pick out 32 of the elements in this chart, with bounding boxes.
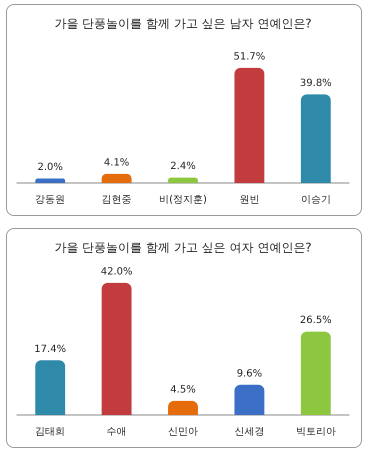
x-tick-label: 수애 [106,426,127,438]
bar [300,94,331,183]
x-tick-label: 비(정지훈) [159,194,207,206]
bar [168,178,198,183]
data-label: 2.4% [170,161,196,172]
data-label: 4.1% [104,157,130,168]
chart-title: 가을 단풍놀이를 함께 가고 싶은 남자 연예인은? [54,16,312,30]
data-label: 17.4% [34,344,66,355]
x-tick-label: 신세경 [234,426,264,438]
x-tick-label: 원빈 [239,194,260,206]
x-tick-label: 강동원 [35,194,66,206]
data-label: 4.5% [170,384,196,396]
x-tick-label: 김태희 [35,426,66,438]
bar [35,178,66,183]
bar [168,400,198,415]
x-tick-label: 빅토리아 [296,426,336,438]
bar [102,282,132,415]
chart-title: 가을 단풍놀이를 함께 가고 싶은 여자 연예인은? [54,240,312,254]
data-label: 2.0% [37,162,63,174]
bar [35,360,66,415]
bar [300,332,331,415]
bar [234,68,264,183]
data-label: 39.8% [300,78,332,89]
data-label: 51.7% [234,51,266,62]
data-label: 42.0% [100,266,132,278]
data-label: 9.6% [236,368,262,380]
x-tick-label: 김현중 [102,194,132,206]
bar [102,174,132,183]
bar [234,384,264,415]
x-tick-label: 신민아 [168,426,198,438]
data-label: 26.5% [300,315,332,326]
x-tick-label: 이승기 [300,194,331,206]
